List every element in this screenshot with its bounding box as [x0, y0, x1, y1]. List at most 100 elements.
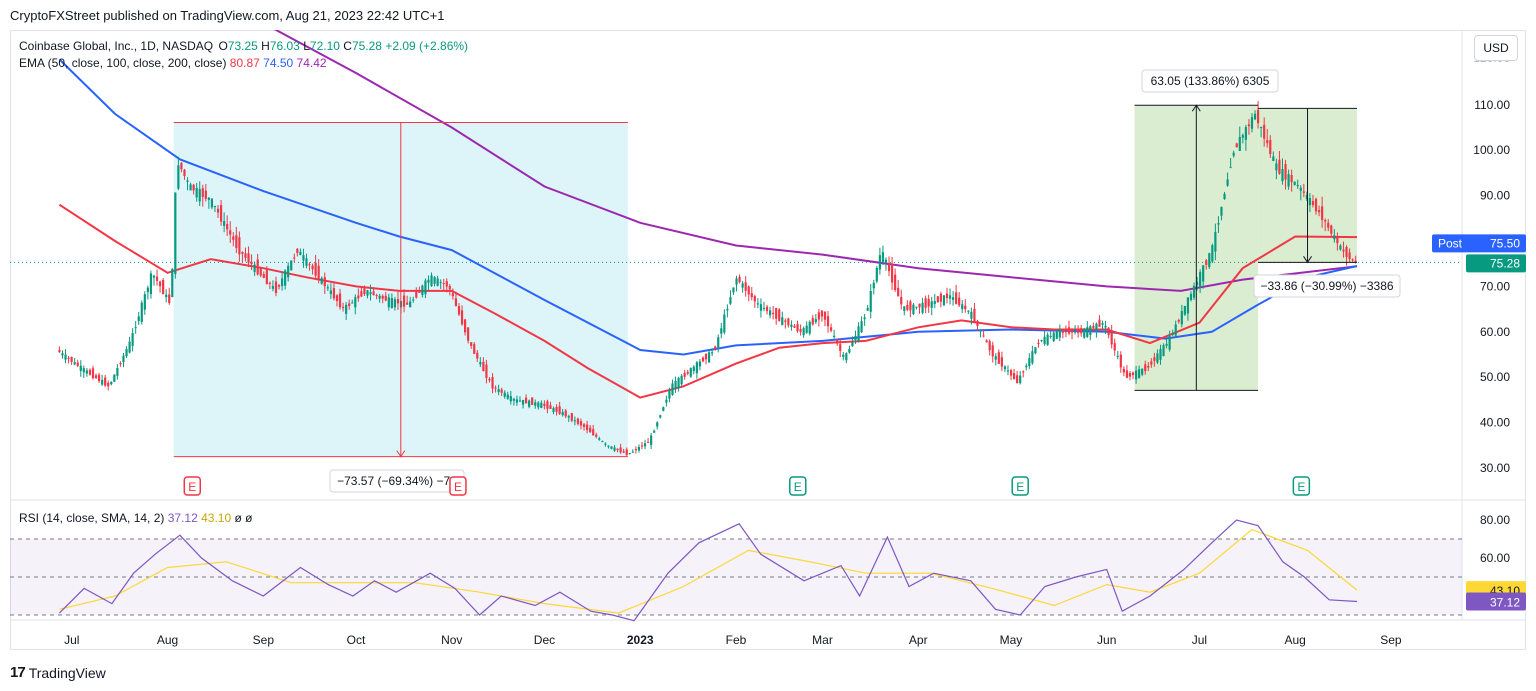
candle-body — [290, 260, 293, 271]
candle-body — [1247, 124, 1251, 127]
candle-body — [497, 389, 500, 393]
candle-body — [320, 278, 323, 284]
candle-body — [241, 251, 244, 254]
candle-body — [662, 407, 665, 411]
candle-body — [720, 328, 723, 334]
candle-body — [933, 301, 936, 304]
earnings-marker — [1292, 476, 1311, 496]
candle-body — [1031, 351, 1034, 364]
candle-body — [378, 295, 381, 299]
candle-body — [619, 447, 622, 453]
candle-body — [329, 290, 332, 295]
candle-body — [91, 368, 95, 379]
candle-body — [768, 310, 772, 316]
tradingview-brand: TradingView — [28, 664, 106, 681]
candle-body — [1067, 327, 1071, 334]
candle-body — [674, 381, 677, 390]
candle-body — [1016, 375, 1019, 383]
candle-body — [88, 369, 92, 375]
candle-body — [1232, 152, 1235, 156]
candle-body — [402, 295, 406, 307]
candle-body — [448, 286, 451, 290]
candle-body — [149, 273, 153, 295]
candle-body — [436, 278, 439, 286]
candle-body — [561, 412, 564, 416]
candle-body — [518, 400, 522, 402]
candle-body — [1336, 237, 1339, 244]
candle-body — [1275, 163, 1278, 171]
candle-body — [488, 378, 491, 381]
time-tick-label: Jul — [64, 633, 79, 647]
candle-body — [775, 308, 778, 319]
earnings-marker — [183, 476, 202, 496]
candle-body — [1159, 349, 1162, 360]
ema200-value: 74.42 — [296, 56, 327, 70]
candle-body — [317, 265, 320, 280]
candle-body — [1061, 331, 1064, 333]
candle-body — [1009, 370, 1013, 376]
candle-body — [714, 346, 717, 350]
candle-body — [595, 434, 598, 437]
candle-body — [808, 321, 811, 334]
earnings-marker-label: E — [454, 480, 462, 494]
price-tick-label: 70.00 — [1480, 279, 1510, 293]
axes: 30.00 40.00 50.00 60.00 70.00 80.00 90.00 100.0… — [64, 51, 1526, 647]
candle-body — [476, 352, 479, 359]
candle-body — [1168, 336, 1171, 350]
high-value: 76.03 — [269, 39, 300, 53]
candle-body — [918, 303, 921, 308]
candle-body — [165, 294, 168, 298]
candle-body — [985, 340, 988, 343]
time-tick-label: Dec — [534, 633, 555, 647]
candle-body — [942, 295, 946, 306]
candle-body — [201, 188, 204, 198]
candle-body — [1241, 135, 1244, 138]
candle-body — [467, 327, 470, 341]
candle-body — [97, 374, 101, 382]
candle-body — [152, 275, 156, 278]
candle-body — [695, 362, 698, 374]
candle-body — [210, 198, 214, 208]
candle-body — [1235, 143, 1238, 148]
candle-body — [851, 342, 854, 347]
candle-body — [988, 341, 991, 351]
candle-body — [409, 301, 412, 308]
candle-body — [271, 286, 275, 289]
measure-arrowhead-1 — [396, 450, 406, 458]
candle-body — [531, 397, 534, 405]
currency-button[interactable]: USD — [1474, 35, 1518, 61]
candle-body — [656, 422, 659, 427]
candle-body — [570, 412, 573, 421]
price-tick-label: 110.00 — [1474, 98, 1510, 112]
candle-body — [259, 268, 262, 276]
open-value: 73.25 — [227, 39, 258, 53]
candle-body — [1186, 297, 1190, 314]
candle-body — [842, 354, 845, 358]
candle-body — [1217, 223, 1220, 225]
price-tick-label: 50.00 — [1480, 370, 1510, 384]
candle-body — [778, 309, 781, 321]
candle-body — [802, 328, 805, 336]
candle-body — [125, 349, 128, 357]
candle-body — [1238, 136, 1241, 152]
candle-body — [1150, 361, 1153, 365]
candle-body — [1040, 340, 1043, 342]
candle-body — [890, 264, 894, 283]
candle-body — [186, 180, 189, 182]
candle-body — [387, 297, 390, 308]
candle-body — [1101, 323, 1104, 325]
price-chart[interactable]: −73.57 (−69.34%) −73 63.05 (133.86%) 6305… — [10, 30, 1526, 650]
candle-body — [686, 371, 689, 374]
time-tick-label: Aug — [1284, 633, 1305, 647]
candle-body — [732, 287, 735, 293]
candle-body — [381, 295, 384, 299]
candle-body — [238, 237, 241, 255]
ema100-line — [58, 58, 1358, 356]
rsi-tag-value: 37.12 — [1490, 595, 1520, 609]
candle-body — [558, 406, 561, 414]
candle-body — [912, 304, 915, 315]
candle-body — [168, 294, 171, 304]
candle-body — [311, 265, 314, 270]
time-tick-label: Jun — [1097, 633, 1116, 647]
candle-body — [189, 184, 192, 191]
